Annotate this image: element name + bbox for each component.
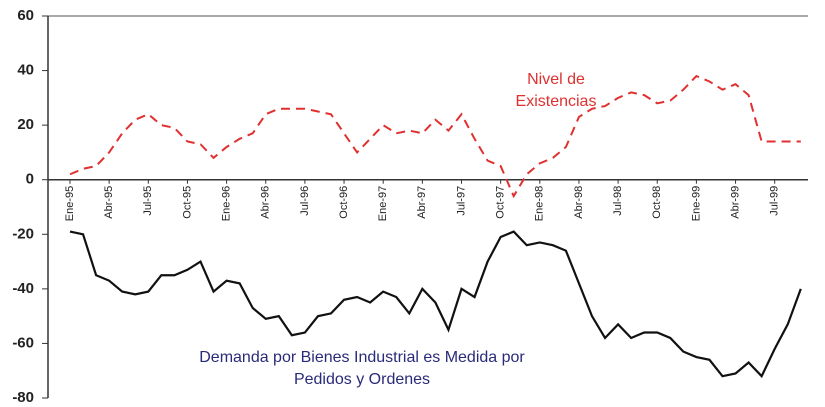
x-tick-label: Abr-98: [573, 186, 585, 219]
x-tick-label: Ene-98: [534, 186, 546, 221]
series-line: [69, 230, 802, 379]
annotation: Existencias: [516, 93, 597, 110]
y-tick-label: -20: [12, 225, 34, 242]
x-tick-label: Jul-96: [299, 186, 311, 216]
annotation: Pedidos y Ordenes: [294, 371, 430, 388]
x-tick-label: Abr-95: [103, 186, 115, 219]
y-tick-label: 0: [26, 171, 34, 188]
x-tick-label: Ene-96: [221, 186, 233, 221]
series-line: [69, 74, 801, 199]
x-tick-label: Ene-97: [377, 186, 389, 221]
y-tick-label: -40: [12, 280, 34, 297]
x-tick-label: Jul-98: [612, 186, 624, 216]
x-tick-label: Oct-97: [495, 186, 507, 219]
x-tick-label: Oct-98: [651, 186, 663, 219]
y-tick-label: 20: [17, 116, 34, 133]
y-tick-label: 60: [17, 7, 34, 24]
annotation: Nivel de: [527, 71, 585, 88]
y-tick-label: -80: [12, 389, 34, 406]
x-tick-label: Abr-96: [260, 186, 272, 219]
x-tick-label: Abr-99: [729, 186, 741, 219]
y-tick-label: 40: [17, 62, 34, 79]
x-tick-label: Jul-99: [769, 186, 781, 216]
x-tick-label: Jul-97: [455, 186, 467, 216]
x-tick-label: Ene-95: [64, 186, 76, 221]
annotation: Demanda por Bienes Industrial es Medida …: [199, 349, 525, 366]
x-tick-label: Oct-96: [338, 186, 350, 219]
x-tick-label: Ene-99: [690, 186, 702, 221]
x-tick-label: Abr-97: [416, 186, 428, 219]
y-tick-label: -60: [12, 334, 34, 351]
x-tick-label: Jul-95: [142, 186, 154, 216]
x-tick-label: Oct-95: [181, 186, 193, 219]
